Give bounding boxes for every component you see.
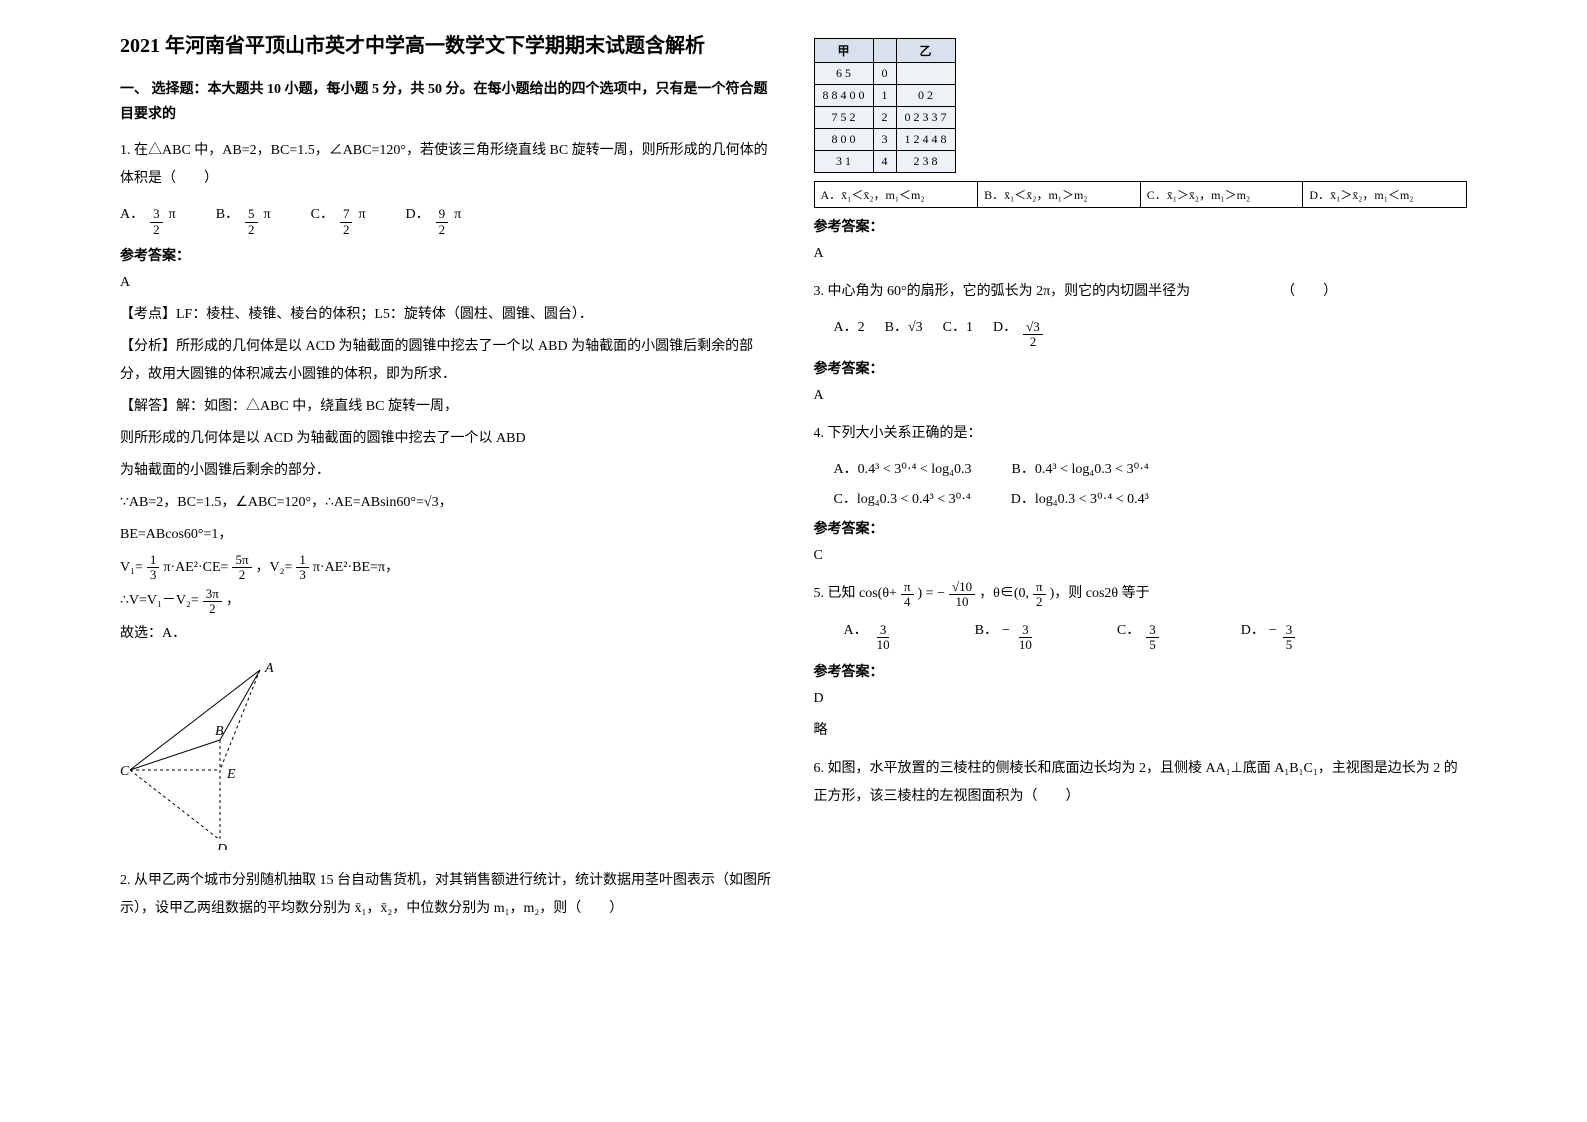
q5-optC: C． 35 bbox=[1117, 619, 1161, 653]
q5-options: A． 310 B．− 310 C． 35 D．− 35 bbox=[844, 619, 1468, 653]
q1-jd4: ∵AB=2，BC=1.5，∠ABC=120°，∴AE=ABsin60°=√3， bbox=[120, 489, 774, 517]
q2-optB: B．x̄₁＜x̄₂，m₁＞m₂ bbox=[978, 182, 1141, 208]
q3-answer: A bbox=[814, 382, 1468, 410]
q4-answer: C bbox=[814, 542, 1468, 570]
q4-answer-label: 参考答案： bbox=[814, 518, 1468, 538]
q1-optD-label: D． bbox=[406, 203, 430, 223]
q4-text: 4. 下列大小关系正确的是： bbox=[814, 420, 1468, 448]
q1-jd5: BE=ABcos60°=1， bbox=[120, 521, 774, 549]
q5-answer-label: 参考答案： bbox=[814, 661, 1468, 681]
q4-optC: C．log₄0.3 < 0.4³ < 3⁰·⁴ bbox=[834, 488, 971, 508]
q5-text: 5. 已知 cos(θ+ π4 ) = − √1010 ，θ∈(0, π2 )，… bbox=[814, 580, 1468, 610]
q3-options: A．2 B．√3 C．1 D． √32 bbox=[834, 316, 1468, 350]
q1-answer: A bbox=[120, 269, 774, 297]
q6-text: 6. 如图，水平放置的三棱柱的侧棱长和底面边长均为 2，且侧棱 AA₁⊥底面 A… bbox=[814, 755, 1468, 811]
q1-jd2: 则所形成的几何体是以 ACD 为轴截面的圆锥中挖去了一个以 ABD bbox=[120, 425, 774, 453]
sl-hdr-1 bbox=[873, 39, 896, 63]
q4-row1: A．0.4³ < 3⁰·⁴ < log₄0.3 B．0.4³ < log₄0.3… bbox=[834, 458, 1468, 478]
right-column: 甲 乙 6 50 8 8 4 0 010 2 7 5 220 2 3 3 7 8… bbox=[794, 30, 1488, 1092]
label-D: D bbox=[216, 842, 227, 850]
q1-answer-label: 参考答案： bbox=[120, 245, 774, 265]
q4-optA: A．0.4³ < 3⁰·⁴ < log₄0.3 bbox=[834, 458, 972, 478]
q1-final: 故选：A． bbox=[120, 620, 774, 648]
q5-optB: B．− 310 bbox=[975, 619, 1037, 653]
q1-jd1: 【解答】解：如图：△ABC 中，绕直线 BC 旋转一周， bbox=[120, 393, 774, 421]
q1-jd3: 为轴截面的小圆锥后剩余的部分． bbox=[120, 457, 774, 485]
q3-optA: A．2 bbox=[834, 316, 865, 336]
label-B: B bbox=[215, 724, 224, 739]
q1-optB: B． 52 π bbox=[216, 203, 271, 237]
q1-fx: 【分析】所形成的几何体是以 ACD 为轴截面的圆锥中挖去了一个以 ABD 为轴截… bbox=[120, 333, 774, 389]
q4-row2: C．log₄0.3 < 0.4³ < 3⁰·⁴ D．log₄0.3 < 3⁰·⁴… bbox=[834, 488, 1468, 508]
q1-v-formula: V₁= 13 π·AE²·CE= 5π2 ，V₂= 13 π·AE²·BE=π， bbox=[120, 553, 774, 583]
q4-optB: B．0.4³ < log₄0.3 < 3⁰·⁴ bbox=[1012, 458, 1149, 478]
page-title: 2021 年河南省平顶山市英才中学高一数学文下学期期末试题含解析 bbox=[120, 30, 774, 62]
sl-hdr-2: 乙 bbox=[896, 39, 955, 63]
q1-optC: C． 72 π bbox=[311, 203, 366, 237]
q3-text: 3. 中心角为 60°的扇形，它的弧长为 2π，则它的内切圆半径为 （ ） bbox=[814, 278, 1468, 306]
q5-extra: 略 bbox=[814, 717, 1468, 745]
q2-answer: A bbox=[814, 240, 1468, 268]
q2-text: 2. 从甲乙两个城市分别随机抽取 15 台自动售货机，对其销售额进行统计，统计数… bbox=[120, 867, 774, 923]
q5-optD: D．− 35 bbox=[1241, 619, 1298, 653]
q1-optA-label: A． bbox=[120, 203, 144, 223]
q4-optD: D．log₄0.3 < 3⁰·⁴ < 0.4³ bbox=[1011, 488, 1149, 508]
label-C: C bbox=[120, 764, 130, 779]
q3-optC: C．1 bbox=[943, 316, 973, 336]
q2-optA: A．x̄₁＜x̄₂，m₁＜m₂ bbox=[814, 182, 978, 208]
q1-v-result: ∴V=V₁－V₂= 3π2 ， bbox=[120, 587, 774, 617]
sl-hdr-0: 甲 bbox=[814, 39, 873, 63]
section1-header: 一、 选择题：本大题共 10 小题，每小题 5 分，共 50 分。在每小题给出的… bbox=[120, 77, 774, 127]
q1-text: 1. 在△ABC 中，AB=2，BC=1.5，∠ABC=120°，若使该三角形绕… bbox=[120, 137, 774, 193]
q2-stemleaf-table: 甲 乙 6 50 8 8 4 0 010 2 7 5 220 2 3 3 7 8… bbox=[814, 38, 956, 173]
q1-optD: D． 92 π bbox=[406, 203, 462, 237]
q2-answer-label: 参考答案： bbox=[814, 216, 1468, 236]
q3-answer-label: 参考答案： bbox=[814, 358, 1468, 378]
q2-option-table: A．x̄₁＜x̄₂，m₁＜m₂ B．x̄₁＜x̄₂，m₁＞m₂ C．x̄₁＞x̄… bbox=[814, 181, 1468, 208]
q1-options: A． 32 π B． 52 π C． 72 π D． 92 π bbox=[120, 203, 774, 237]
q1-optB-label: B． bbox=[216, 203, 239, 223]
q1-diagram: A B C D E bbox=[120, 660, 774, 855]
q5-optA: A． 310 bbox=[844, 619, 895, 653]
q2-optC: C．x̄₁＞x̄₂，m₁＞m₂ bbox=[1140, 182, 1303, 208]
q1-optC-label: C． bbox=[311, 203, 334, 223]
q3-optB: B．√3 bbox=[885, 316, 923, 336]
q5-answer: D bbox=[814, 685, 1468, 713]
label-E: E bbox=[226, 767, 236, 782]
left-column: 2021 年河南省平顶山市英才中学高一数学文下学期期末试题含解析 一、 选择题：… bbox=[100, 30, 794, 1092]
q3-optD: D． √32 bbox=[993, 316, 1045, 350]
q1-optA: A． 32 π bbox=[120, 203, 176, 237]
label-A: A bbox=[264, 661, 274, 676]
q2-optD: D．x̄₁＞x̄₂，m₁＜m₂ bbox=[1303, 182, 1467, 208]
q1-kp: 【考点】LF：棱柱、棱锥、棱台的体积；L5：旋转体（圆柱、圆锥、圆台）． bbox=[120, 301, 774, 329]
